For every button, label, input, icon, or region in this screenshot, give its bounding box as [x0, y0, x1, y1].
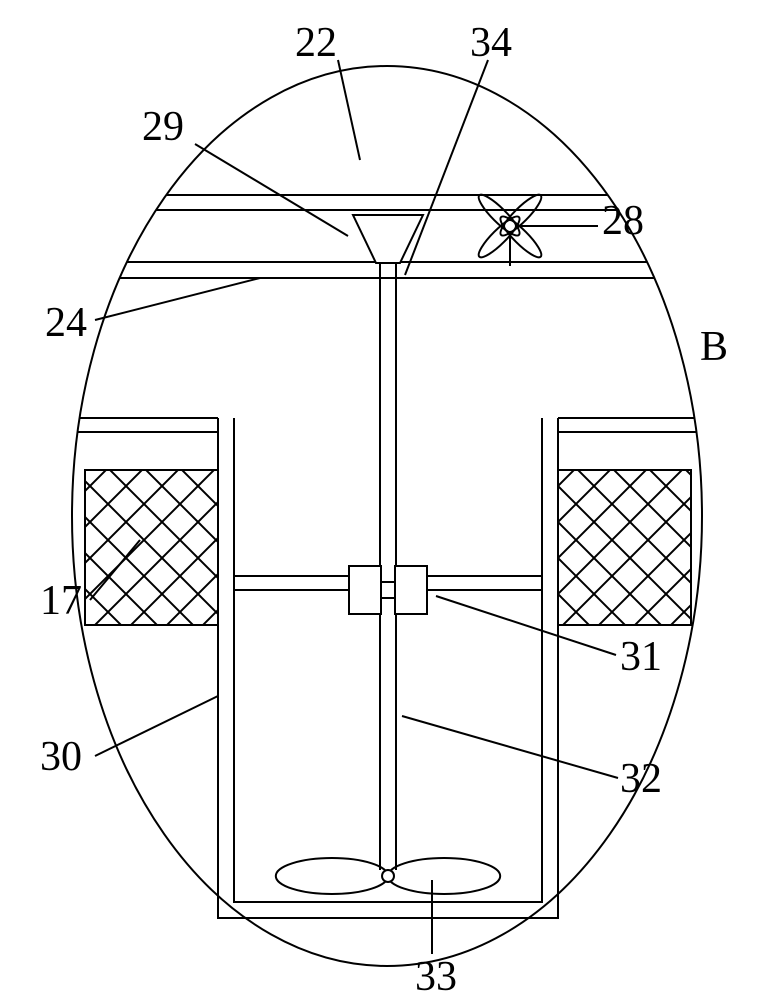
label-n28: 28	[602, 198, 644, 244]
leader-n30	[95, 696, 218, 756]
leader-n24	[95, 278, 260, 320]
label-n32: 32	[620, 756, 662, 802]
leader-n22	[338, 60, 360, 160]
inner-vessel-outer	[218, 418, 558, 918]
label-n29: 29	[142, 104, 184, 150]
label-n17: 17	[40, 578, 82, 624]
hatch-box-right	[558, 470, 691, 625]
label-n33: 33	[415, 954, 457, 1000]
label-n24: 24	[45, 300, 87, 346]
coupling-right	[395, 566, 427, 614]
leader-n29	[195, 144, 348, 236]
leader-n34	[405, 60, 488, 275]
coupling-left	[349, 566, 381, 614]
label-nB: B	[700, 324, 728, 370]
label-n31: 31	[620, 634, 662, 680]
lower-fan-blade-left	[276, 858, 388, 894]
coupling-bar	[381, 582, 395, 598]
leader-n32	[402, 716, 618, 778]
lower-fan-blade-right	[388, 858, 500, 894]
label-n34: 34	[470, 20, 512, 66]
hatch-box-left	[85, 470, 218, 625]
label-n30: 30	[40, 734, 82, 780]
lower-fan-hub	[382, 870, 394, 882]
inner-vessel-inner	[234, 418, 542, 902]
label-n22: 22	[295, 20, 337, 66]
